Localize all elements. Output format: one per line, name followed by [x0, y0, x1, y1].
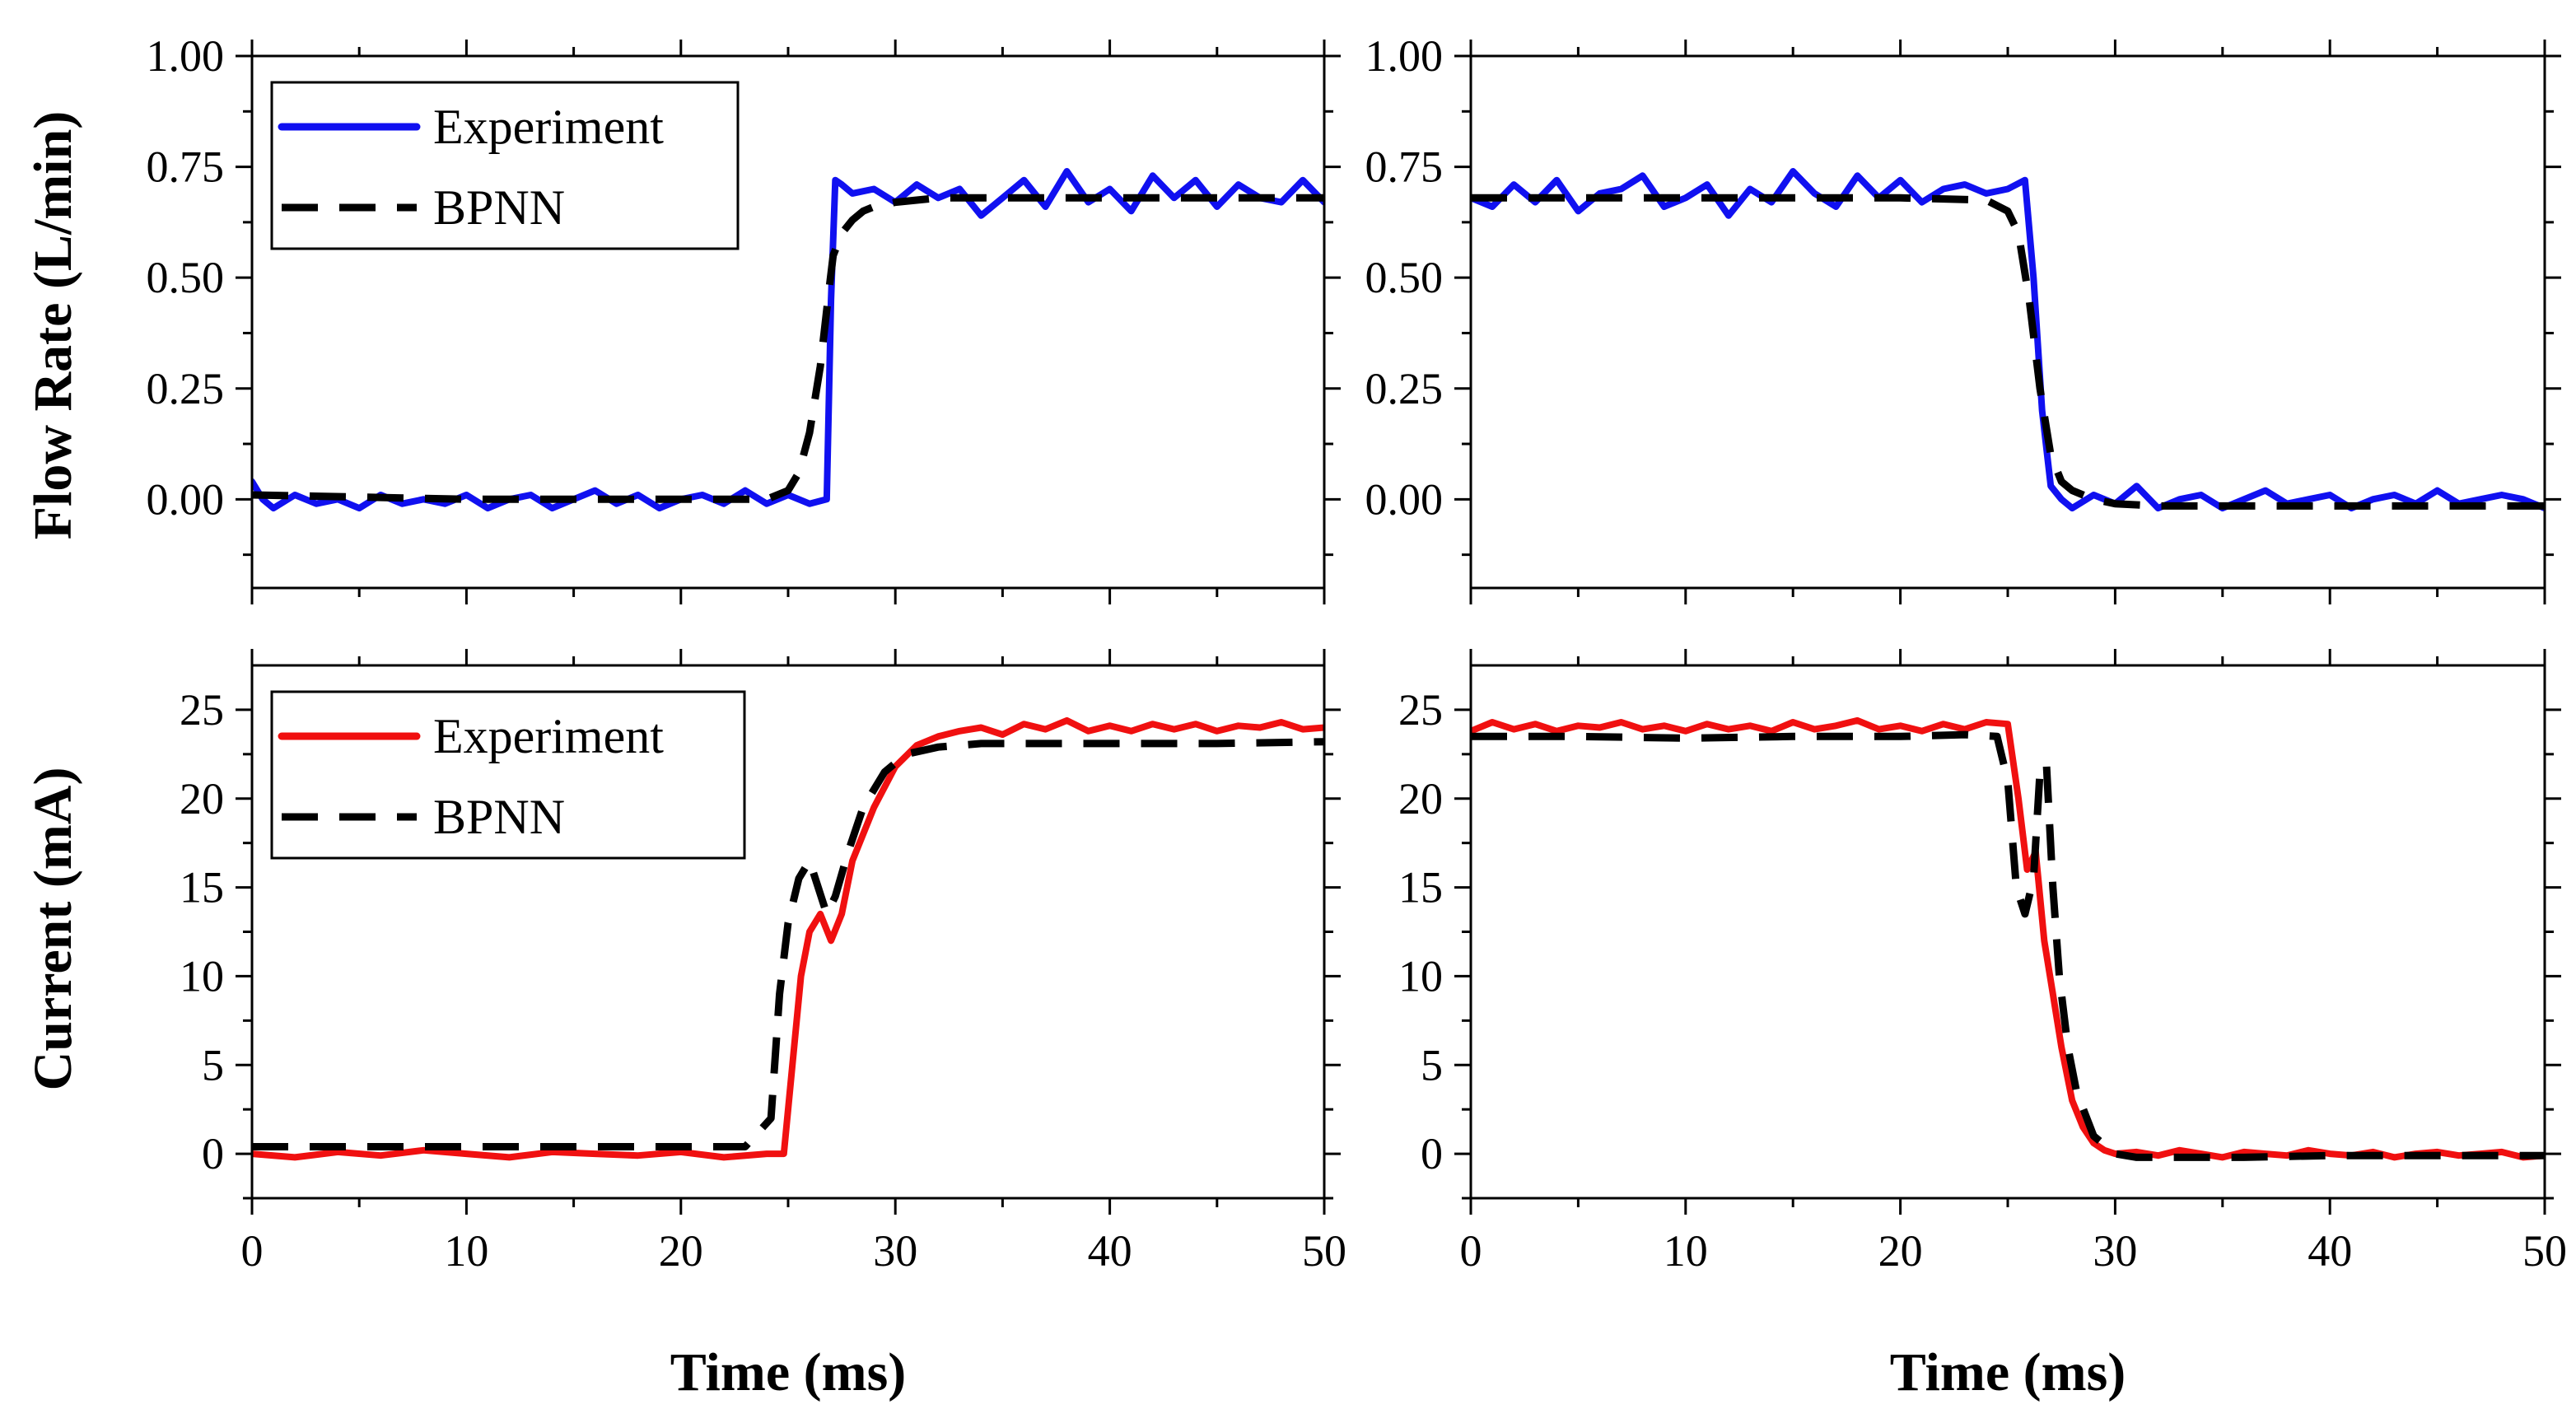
- flow-rate-axis-title: Flow Rate (L/min): [23, 111, 83, 540]
- y-tick-label: 0: [1421, 1129, 1443, 1178]
- x-tick-label: 30: [873, 1226, 917, 1276]
- x-tick-label: 0: [241, 1226, 264, 1276]
- x-tick-label: 10: [444, 1226, 488, 1276]
- y-tick-label: 0.25: [1365, 364, 1444, 413]
- chart-top-right: 0.00 0.25 0.50 0.75 1.00: [1365, 31, 2561, 604]
- y-tick-label: 0.75: [1365, 142, 1444, 192]
- series-group: [252, 168, 1324, 512]
- y-tick-label: 0.00: [147, 474, 225, 524]
- time-axis-title-right: Time (ms): [1890, 1342, 2126, 1402]
- series-group: [252, 716, 1324, 1161]
- y-tick-label: 0.25: [147, 364, 225, 413]
- legend-box: [270, 690, 746, 860]
- y-tick-label: 0: [202, 1129, 224, 1178]
- current-axis-title: Current (mA): [23, 767, 83, 1091]
- y-tick-label: 10: [180, 951, 224, 1001]
- y-tick-label: 5: [202, 1040, 224, 1089]
- legend-box: [270, 81, 740, 250]
- y-tick-label: 1.00: [1365, 31, 1444, 81]
- series-line-experiment: [252, 716, 1324, 1161]
- y-tick-label: 1.00: [147, 31, 225, 81]
- y-tick-label: 15: [180, 863, 224, 912]
- legend-label-bpnn: BPNN: [433, 790, 565, 844]
- series-line-bpnn: [1471, 730, 2545, 1161]
- y-tick-label: 25: [1398, 685, 1443, 735]
- y-tick-label: 0.50: [1365, 253, 1444, 302]
- legend-label-experiment: Experiment: [433, 100, 664, 154]
- chart-bottom-right: 0 10 20 30 40 50 0 5 10 15 20 25: [1398, 649, 2567, 1276]
- x-tick-label: 20: [1878, 1226, 1923, 1276]
- chart-bottom-left: 0 10 20 30 40 50 0 5 10 15 20 25 Experiment BPNN: [180, 649, 1346, 1276]
- y-tick-label: 0.00: [1365, 474, 1444, 524]
- chart-top-left: 0.00 0.25 0.50 0.75 1.00 Experiment BPNN: [147, 31, 1341, 604]
- x-tick-label: 20: [659, 1226, 703, 1276]
- x-tick-label: 50: [1302, 1226, 1346, 1276]
- legend: Experiment BPNN: [270, 690, 746, 860]
- x-tick-label: 30: [2093, 1226, 2137, 1276]
- series-line-bpnn: [1471, 194, 2545, 510]
- x-tick-label: 40: [2308, 1226, 2352, 1276]
- x-tick-label: 40: [1088, 1226, 1132, 1276]
- series-line-experiment: [252, 168, 1324, 512]
- y-tick-label: 0.75: [147, 142, 225, 192]
- x-tick-label: 0: [1460, 1226, 1482, 1276]
- series-group: [1471, 168, 2545, 512]
- series-line-bpnn: [252, 194, 1324, 503]
- y-tick-label: 15: [1398, 863, 1443, 912]
- y-tick-label: 5: [1421, 1040, 1443, 1089]
- legend-label-experiment: Experiment: [433, 709, 664, 763]
- y-tick-label: 25: [180, 685, 224, 735]
- series-group: [1471, 716, 2545, 1161]
- y-tick-label: 0.50: [147, 253, 225, 302]
- legend: Experiment BPNN: [270, 81, 740, 250]
- time-axis-title-left: Time (ms): [670, 1342, 907, 1402]
- x-tick-label: 10: [1664, 1226, 1708, 1276]
- series-line-bpnn: [252, 738, 1324, 1150]
- x-tick-label: 50: [2522, 1226, 2567, 1276]
- legend-label-bpnn: BPNN: [433, 180, 565, 235]
- chart-panels: 0.000.250.500.751.00ExperimentBPNN0.000.…: [147, 31, 2568, 1276]
- y-tick-label: 20: [1398, 774, 1443, 823]
- y-tick-label: 10: [1398, 951, 1443, 1001]
- y-tick-label: 20: [180, 774, 224, 823]
